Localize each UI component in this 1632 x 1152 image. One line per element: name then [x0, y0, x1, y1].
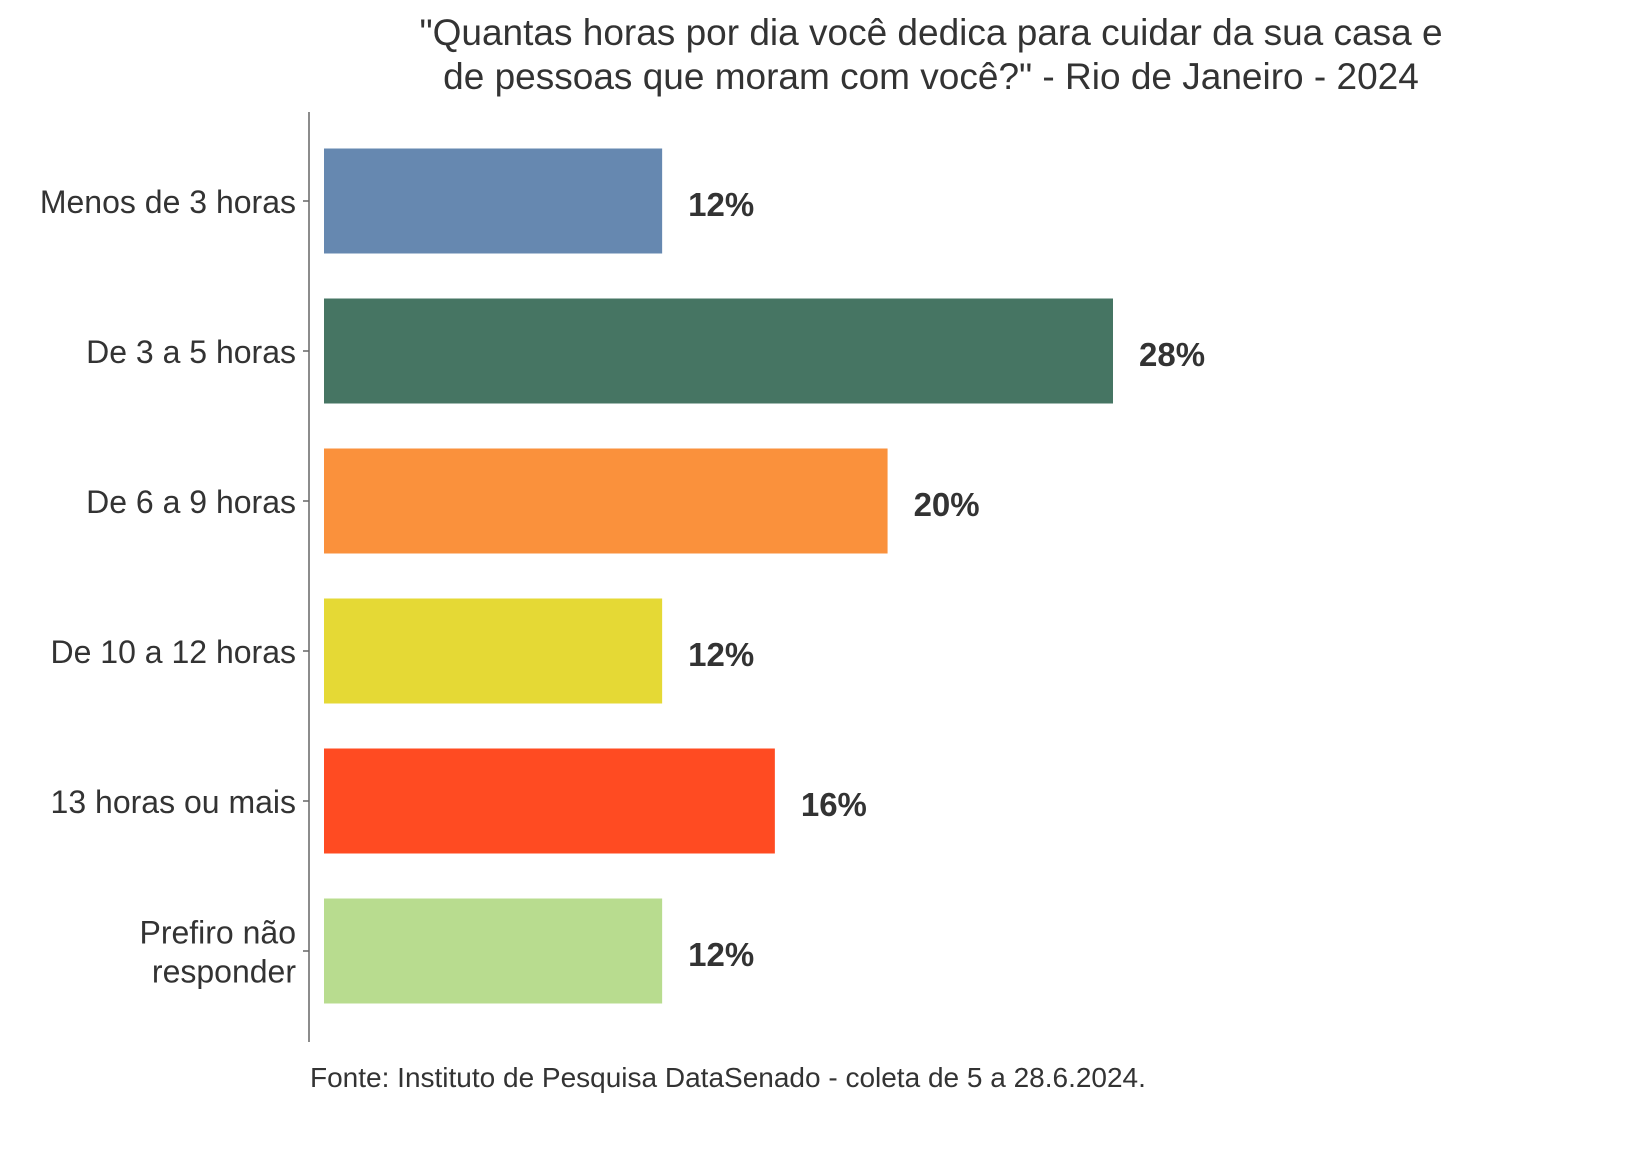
y-tick-label: De 10 a 12 horas: [51, 634, 297, 670]
bar: [324, 298, 1113, 404]
value-label: 20%: [914, 486, 980, 523]
y-tick-label: 13 horas ou mais: [51, 784, 296, 820]
y-tick-label: Menos de 3 horas: [40, 184, 296, 220]
bar: [324, 748, 775, 854]
chart-title-line: "Quantas horas por dia você dedica para …: [419, 12, 1442, 53]
value-label: 12%: [688, 636, 754, 673]
bar: [324, 898, 663, 1004]
value-label: 12%: [688, 186, 754, 223]
y-tick-label: Prefiro não: [139, 915, 296, 951]
y-tick-label: De 3 a 5 horas: [86, 334, 296, 370]
bar: [324, 598, 663, 704]
bar: [324, 448, 888, 554]
value-label: 28%: [1139, 336, 1205, 373]
y-tick-label: De 6 a 9 horas: [86, 484, 296, 520]
chart-title: "Quantas horas por dia você dedica para …: [419, 12, 1442, 97]
chart-title-line: de pessoas que moram com você?" - Rio de…: [443, 56, 1419, 97]
y-tick-label: responder: [152, 954, 296, 990]
value-label: 16%: [801, 786, 867, 823]
value-label: 12%: [688, 936, 754, 973]
bar: [324, 148, 663, 254]
source-caption: Fonte: Instituto de Pesquisa DataSenado …: [310, 1062, 1146, 1093]
